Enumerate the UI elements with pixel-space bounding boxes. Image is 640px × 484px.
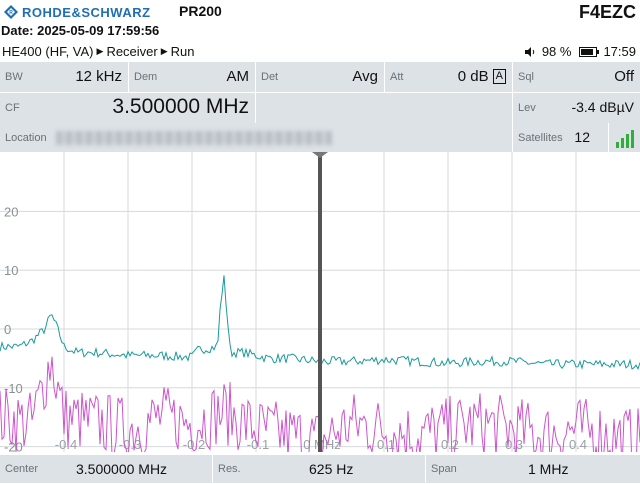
breadcrumb-arrow-icon: ▶ xyxy=(96,46,104,56)
y-tick-label: -20 xyxy=(4,440,23,452)
marker-line xyxy=(318,152,322,452)
y-tick-label: 20 xyxy=(4,204,18,219)
top-header: R ROHDE&SCHWARZ PR200 F4EZC Date: 2025-0… xyxy=(0,0,640,44)
y-tick-label: 0 xyxy=(4,322,11,337)
det-label: Det xyxy=(261,71,279,83)
clock: 17:59 xyxy=(603,44,636,59)
device-name: PR200 xyxy=(179,3,222,19)
x-tick-label: -0.4 xyxy=(55,437,77,452)
status-bar: HE400 (HF, VA) ▶ Receiver ▶ Run 98 % 17:… xyxy=(0,44,640,62)
lev-panel[interactable]: Lev -3.4 dBµV xyxy=(513,93,640,123)
marker-handle-icon xyxy=(312,152,328,158)
dem-label: Dem xyxy=(134,71,158,83)
dem-value: AM xyxy=(226,68,250,85)
att-value-group: 0 dB A xyxy=(458,68,506,85)
sql-label: Sql xyxy=(518,71,534,83)
center-marker xyxy=(312,152,328,452)
gps-signal-panel xyxy=(609,123,640,153)
res-panel[interactable]: Res. 625 Hz xyxy=(213,455,425,483)
cf-label: CF xyxy=(5,102,20,114)
y-tick-label: -10 xyxy=(4,381,23,396)
bw-value: 12 kHz xyxy=(75,68,122,85)
y-tick-label: 10 xyxy=(4,263,18,278)
att-label: Att xyxy=(390,71,404,83)
sql-value: Off xyxy=(614,68,634,85)
x-tick-label: 0.3 xyxy=(505,437,523,452)
bw-label: BW xyxy=(5,71,23,83)
res-label: Res. xyxy=(218,463,241,475)
det-value: Avg xyxy=(352,68,378,85)
blank-panel xyxy=(256,93,512,123)
breadcrumb-run[interactable]: Run xyxy=(170,44,195,59)
date-line: Date: 2025-05-09 17:59:56 xyxy=(1,23,160,38)
breadcrumb: HE400 (HF, VA) ▶ Receiver ▶ Run xyxy=(2,44,195,59)
brand-logo: R ROHDE&SCHWARZ xyxy=(4,4,151,20)
gps-signal-icon xyxy=(616,130,634,148)
satellites-label: Satellites xyxy=(518,132,563,144)
svg-text:R: R xyxy=(9,10,13,16)
span-value: 1 MHz xyxy=(528,461,569,477)
y-tick-labels: 20 10 0 -10 -20 xyxy=(4,204,23,452)
center-value: 3.500000 MHz xyxy=(76,461,168,477)
battery-percent: 98 % xyxy=(541,44,572,59)
satellites-panel[interactable]: Satellites 12 xyxy=(513,123,608,153)
att-panel[interactable]: Att 0 dB A xyxy=(385,62,512,92)
breadcrumb-arrow-icon: ▶ xyxy=(160,46,168,56)
system-status: 98 % 17:59 xyxy=(524,44,636,59)
breadcrumb-receiver[interactable]: Receiver xyxy=(106,44,158,59)
rs-logo-icon: R xyxy=(4,5,18,19)
dem-panel[interactable]: Dem AM xyxy=(129,62,255,92)
breadcrumb-receiver-mode[interactable]: HE400 (HF, VA) xyxy=(2,44,94,59)
lev-label: Lev xyxy=(518,102,536,114)
callsign: F4EZC xyxy=(578,2,636,22)
lev-value: -3.4 dBµV xyxy=(571,99,634,115)
cf-value: 3.500000 MHz xyxy=(112,95,249,118)
sql-panel[interactable]: Sql Off xyxy=(513,62,640,92)
x-tick-label: 0.4 xyxy=(569,437,587,452)
battery-icon xyxy=(579,46,600,57)
brand-name: ROHDE&SCHWARZ xyxy=(22,4,151,20)
res-value: 625 Hz xyxy=(309,461,354,477)
bw-panel[interactable]: BW 12 kHz xyxy=(0,62,128,92)
location-label: Location xyxy=(5,132,47,144)
speaker-icon[interactable] xyxy=(524,46,536,58)
x-tick-label: -0.2 xyxy=(183,437,205,452)
x-tick-label: 0.1 xyxy=(377,437,395,452)
att-auto-badge: A xyxy=(492,69,506,84)
location-panel[interactable]: Location xyxy=(0,123,512,153)
x-tick-label: -0.3 xyxy=(119,437,141,452)
location-redacted xyxy=(56,131,332,145)
span-label: Span xyxy=(431,463,457,475)
center-label: Center xyxy=(5,463,39,475)
att-value: 0 dB xyxy=(457,68,489,85)
cf-panel[interactable]: CF 3.500000 MHz xyxy=(0,93,255,123)
satellites-value: 12 xyxy=(574,129,590,145)
det-panel[interactable]: Det Avg xyxy=(256,62,384,92)
span-panel[interactable]: Span 1 MHz xyxy=(426,455,640,483)
center-panel[interactable]: Center 3.500000 MHz xyxy=(0,455,212,483)
